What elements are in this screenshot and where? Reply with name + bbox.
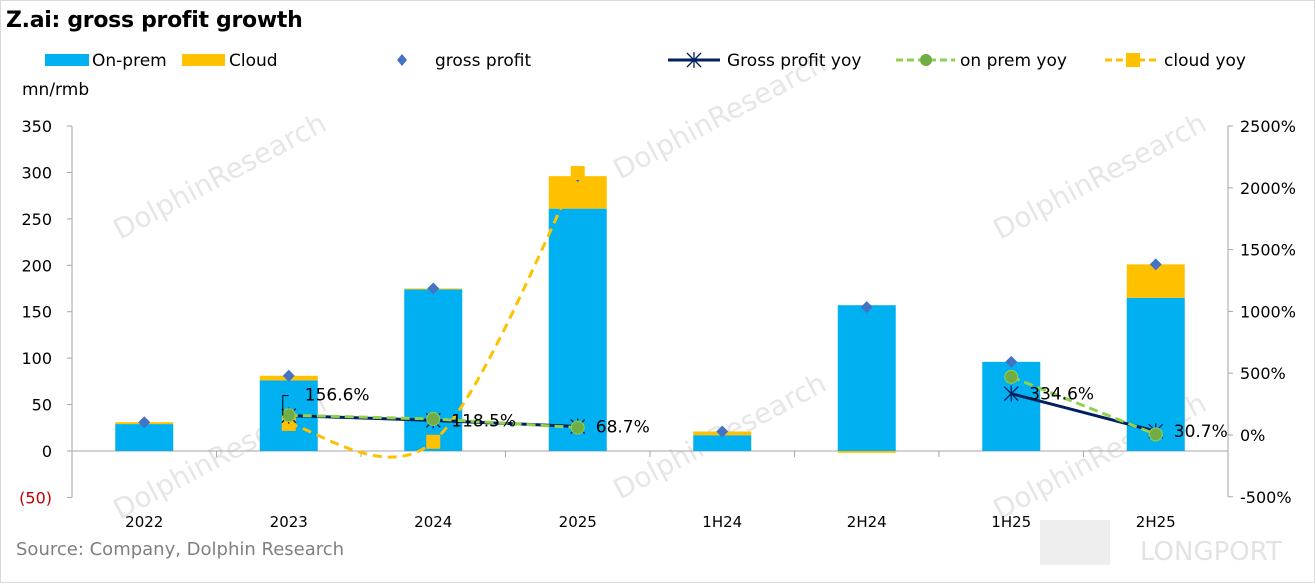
gross-profit-marker — [427, 282, 440, 295]
category-label: 2H24 — [847, 513, 887, 531]
legend-label-on-prem: On-prem — [92, 51, 167, 71]
right-axis-tick-label: 2000% — [1240, 179, 1296, 198]
watermark: DolphinResearch — [988, 106, 1212, 246]
gross-profit-yoy-label: 68.7% — [596, 418, 650, 438]
on-prem-yoy-marker — [570, 420, 585, 435]
gross-profit-yoy-label: 30.7% — [1174, 422, 1228, 442]
right-axis-tick-label: 2500% — [1240, 117, 1296, 136]
gross-profit-marker — [860, 301, 873, 314]
bar-on-prem — [693, 435, 752, 451]
data-label-leader — [282, 395, 289, 416]
left-axis-tick-label: 0 — [42, 442, 52, 461]
left-axis-tick-label: 100 — [21, 349, 52, 368]
gross-profit-yoy-label: 118.5% — [451, 411, 516, 431]
gross-profit-marker — [1149, 258, 1162, 271]
cloud-yoy-marker — [570, 165, 585, 180]
legend-label-on-prem-yoy: on prem yoy — [960, 51, 1067, 71]
legend-swatch-cloud — [182, 54, 225, 66]
legend-label-cloud: Cloud — [229, 51, 278, 71]
category-label: 1H25 — [991, 513, 1031, 531]
logo-mark — [1040, 520, 1110, 565]
legend-marker-gp-yoy — [686, 52, 702, 68]
on-prem-yoy-line — [1010, 375, 1157, 436]
watermarks: DolphinResearch DolphinResearch DolphinRes… — [108, 46, 1282, 567]
legend-marker-gross-profit — [397, 54, 407, 66]
markers — [138, 165, 1164, 449]
legend: On-prem Cloud gross profit Gross profit yoy… — [45, 51, 1246, 71]
category-label: 2023 — [270, 513, 308, 531]
source-note: Source: Company, Dolphin Research — [16, 539, 345, 560]
legend-marker-cloud-yoy — [1126, 53, 1140, 67]
axes: (50) 0 50 100 150 200 250 300 350 -500% 0% 500% 1000… — [19, 117, 1296, 531]
gross-profit-yoy-label: 334.6% — [1029, 385, 1094, 405]
right-axis-tick-label: 0% — [1240, 426, 1265, 445]
on-prem-yoy-marker — [281, 408, 296, 423]
gross-profit-marker — [716, 425, 729, 438]
gross-profit-marker — [282, 369, 295, 382]
on-prem-yoy-marker — [1148, 427, 1163, 442]
category-label: 1H24 — [702, 513, 742, 531]
on-prem-yoy-marker — [426, 411, 441, 426]
right-axis-tick-label: -500% — [1240, 488, 1292, 507]
logo-text: LONGPORT — [1140, 537, 1282, 567]
data-labels: 156.6% 118.5% 68.7% 334.6% 30.7% — [282, 385, 1228, 442]
cloud-yoy-marker — [426, 434, 441, 449]
legend-label-gp-yoy: Gross profit yoy — [727, 51, 861, 71]
gross-profit-marker — [138, 416, 151, 429]
left-axis-tick-label: 150 — [21, 303, 52, 322]
category-label: 2024 — [414, 513, 452, 531]
cloud-yoy-line — [288, 172, 580, 459]
category-label: 2022 — [125, 513, 163, 531]
gross-profit-yoy-marker — [1003, 385, 1019, 402]
legend-marker-on-prem-yoy — [920, 54, 932, 66]
left-axis-tick-label: 200 — [21, 256, 52, 275]
bar-cloud — [837, 451, 896, 453]
left-axis-tick-label: 250 — [21, 210, 52, 229]
left-axis-tick-label: 350 — [21, 117, 52, 136]
gross-profit-yoy-label: 156.6% — [305, 386, 370, 406]
bars — [115, 176, 1185, 453]
category-label: 2025 — [559, 513, 597, 531]
bar-on-prem — [548, 208, 607, 451]
bar-on-prem — [115, 424, 174, 451]
legend-label-gross-profit: gross profit — [435, 51, 531, 71]
bar-on-prem — [837, 305, 896, 451]
y-axis-unit: mn/rmb — [22, 80, 90, 100]
category-label: 2H25 — [1136, 513, 1176, 531]
legend-label-cloud-yoy: cloud yoy — [1164, 51, 1246, 71]
on-prem-yoy-marker — [1004, 369, 1019, 384]
gross-profit-marker — [1005, 355, 1018, 368]
right-axis-tick-label: 1500% — [1240, 241, 1296, 260]
legend-swatch-on-prem — [45, 54, 89, 66]
watermark: DolphinResearch — [108, 106, 332, 246]
left-axis-tick-label: 300 — [21, 163, 52, 182]
right-axis-tick-label: 1000% — [1240, 302, 1296, 321]
right-axis-tick-label: 500% — [1240, 364, 1286, 383]
chart-title: Z.ai: gross profit growth — [6, 8, 303, 33]
left-axis-tick-label: (50) — [19, 488, 52, 507]
left-axis-tick-label: 50 — [32, 396, 52, 415]
